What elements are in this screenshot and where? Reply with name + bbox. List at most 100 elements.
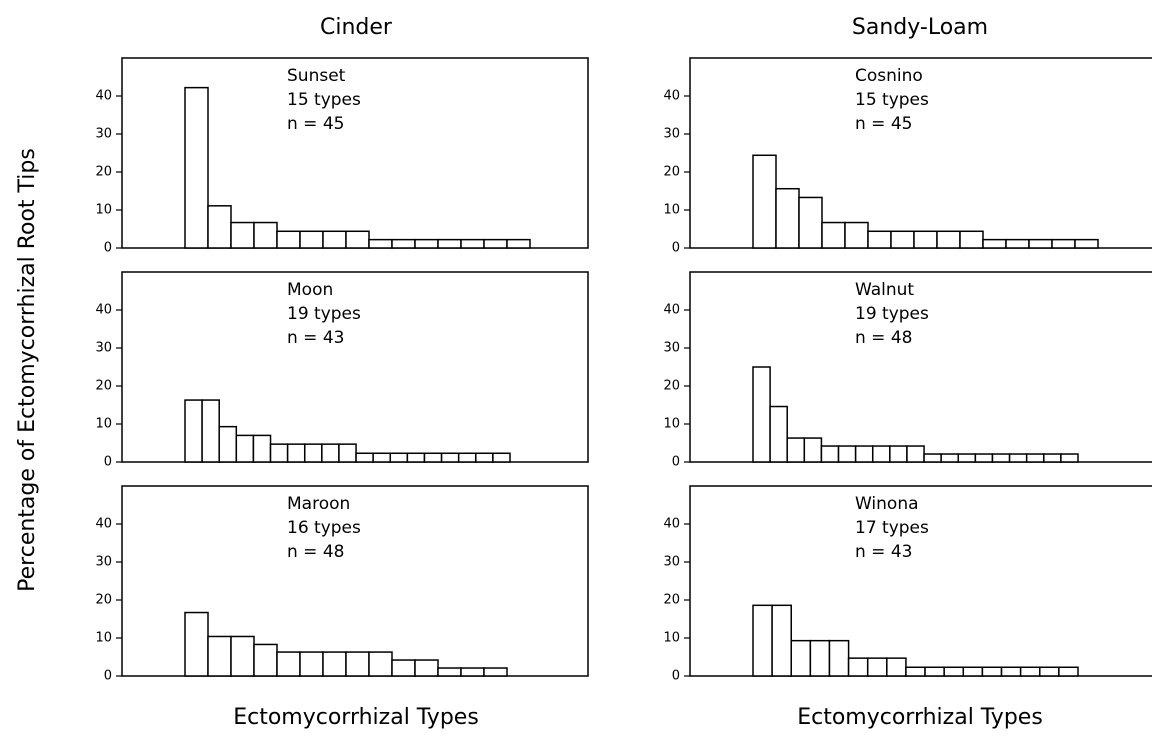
bar bbox=[218, 425, 238, 463]
y-tick-label: 40 bbox=[663, 517, 680, 532]
bar bbox=[201, 399, 220, 463]
bar bbox=[269, 443, 289, 463]
bar bbox=[1008, 453, 1028, 463]
bar bbox=[391, 238, 416, 249]
bar bbox=[962, 666, 984, 677]
bar bbox=[1058, 666, 1079, 677]
bar bbox=[406, 452, 426, 463]
bar bbox=[230, 635, 255, 677]
y-tick-label: 20 bbox=[663, 379, 680, 394]
panel-annotation: Cosnino bbox=[855, 66, 923, 86]
bar bbox=[414, 659, 439, 677]
x-axis-label: Ectomycorrhizal Types bbox=[797, 705, 1043, 730]
bar bbox=[457, 452, 477, 463]
panel-annotation: Winona bbox=[855, 494, 919, 514]
bar bbox=[866, 657, 888, 677]
y-tick-label: 10 bbox=[663, 631, 680, 646]
bar bbox=[1019, 666, 1041, 677]
bar bbox=[974, 453, 994, 463]
y-tick-label: 20 bbox=[663, 165, 680, 180]
panel-annotation: n = 43 bbox=[855, 542, 912, 562]
bar bbox=[391, 659, 416, 677]
column-title: Sandy-Loam bbox=[852, 15, 988, 40]
panel-annotation: n = 45 bbox=[287, 114, 344, 134]
bar bbox=[437, 667, 462, 677]
bar bbox=[906, 445, 925, 463]
bar bbox=[321, 443, 340, 463]
column-title: Cinder bbox=[320, 15, 393, 40]
bar bbox=[844, 221, 869, 249]
bar bbox=[299, 230, 324, 249]
y-tick-label: 10 bbox=[663, 203, 680, 218]
y-tick-label: 0 bbox=[672, 455, 680, 470]
bar bbox=[752, 154, 777, 249]
bar bbox=[1043, 453, 1062, 463]
bar bbox=[322, 230, 347, 249]
bar bbox=[355, 452, 374, 463]
y-tick-label: 10 bbox=[663, 417, 680, 432]
bar bbox=[1000, 666, 1022, 677]
bar bbox=[752, 604, 773, 677]
bar bbox=[460, 238, 485, 249]
bar bbox=[890, 230, 915, 249]
panel-annotation: Sunset bbox=[287, 66, 346, 86]
panel-annotation: 17 types bbox=[855, 518, 929, 538]
bar bbox=[184, 86, 209, 249]
bar bbox=[207, 205, 232, 249]
y-tick-label: 20 bbox=[95, 593, 112, 608]
bar bbox=[235, 434, 255, 463]
bar bbox=[368, 238, 393, 249]
bar bbox=[889, 445, 908, 463]
bar bbox=[322, 651, 347, 677]
bar bbox=[338, 443, 357, 463]
bar bbox=[913, 230, 938, 249]
bar bbox=[483, 238, 508, 249]
bar bbox=[803, 437, 823, 463]
panel-annotation: 15 types bbox=[287, 90, 361, 110]
bar bbox=[345, 651, 370, 677]
y-tick-label: 30 bbox=[663, 127, 680, 142]
panel-annotation: n = 43 bbox=[287, 328, 344, 348]
y-tick-label: 0 bbox=[672, 669, 680, 684]
bar bbox=[372, 452, 392, 463]
bar bbox=[1028, 238, 1053, 249]
bar bbox=[790, 639, 812, 677]
bar bbox=[1025, 453, 1045, 463]
bar bbox=[923, 453, 942, 463]
y-tick-label: 20 bbox=[663, 593, 680, 608]
bar bbox=[460, 667, 485, 677]
bar bbox=[483, 667, 508, 677]
bar bbox=[299, 651, 324, 677]
bar bbox=[936, 230, 961, 249]
bar bbox=[414, 238, 439, 249]
bar bbox=[389, 452, 409, 463]
bar bbox=[1039, 666, 1060, 677]
bar bbox=[905, 666, 926, 677]
bar bbox=[207, 635, 232, 677]
bar bbox=[991, 453, 1011, 463]
y-axis-label: Percentage of Ectomycorrhizal Root Tips bbox=[15, 148, 40, 592]
bar bbox=[940, 453, 960, 463]
bar bbox=[820, 445, 840, 463]
y-tick-label: 0 bbox=[104, 455, 112, 470]
bar bbox=[1051, 238, 1076, 249]
bar bbox=[867, 230, 892, 249]
bar bbox=[475, 452, 494, 463]
bar bbox=[1060, 453, 1079, 463]
y-tick-label: 20 bbox=[95, 379, 112, 394]
y-tick-label: 40 bbox=[663, 89, 680, 104]
bar bbox=[286, 443, 306, 463]
panel-annotation: n = 48 bbox=[855, 328, 912, 348]
panel-annotation: 19 types bbox=[287, 304, 361, 324]
bar bbox=[506, 238, 531, 249]
panel-annotation: n = 45 bbox=[855, 114, 912, 134]
bar bbox=[769, 405, 788, 463]
bar bbox=[828, 639, 850, 677]
bar bbox=[276, 651, 301, 677]
bar bbox=[957, 453, 977, 463]
bar bbox=[837, 445, 857, 463]
y-tick-label: 10 bbox=[95, 417, 112, 432]
bar bbox=[253, 643, 278, 677]
bar bbox=[871, 445, 891, 463]
